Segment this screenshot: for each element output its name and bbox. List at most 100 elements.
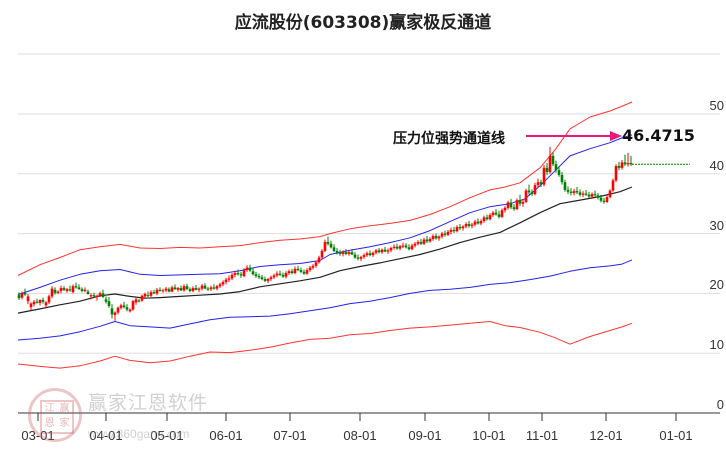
candle [176, 286, 180, 292]
candle [101, 289, 105, 299]
candle [497, 210, 501, 219]
candle [167, 287, 171, 293]
channel-inner_lower [17, 259, 633, 341]
candle [290, 268, 294, 275]
candle [227, 275, 231, 283]
candle [383, 246, 387, 253]
candle [251, 268, 255, 276]
candle [395, 243, 399, 250]
candle [128, 308, 132, 313]
candle [302, 269, 306, 275]
candle-body [293, 268, 297, 274]
candle [191, 286, 195, 293]
candle-body [524, 190, 528, 202]
candle [584, 189, 588, 196]
candle-body [62, 288, 66, 290]
candle-body [533, 185, 537, 195]
candle [35, 298, 39, 304]
candle-body [53, 289, 57, 293]
x-tick-label: 12-01 [589, 428, 623, 443]
candle [62, 286, 66, 292]
candle [233, 270, 237, 278]
candle-body [92, 295, 96, 297]
candle [68, 285, 72, 292]
candle-body [230, 274, 234, 279]
candle-body [152, 292, 156, 294]
annotation-label: 压力位强势通道线 [393, 131, 505, 147]
candle [470, 222, 474, 229]
candle-body [392, 246, 396, 248]
candle [230, 273, 234, 281]
candle-body [617, 166, 621, 168]
candle-body [464, 224, 468, 227]
candle-body [113, 312, 117, 315]
candle [542, 164, 546, 187]
chart-title: 应流股份(603308)赢家极反通道 [234, 13, 492, 33]
candle [320, 249, 324, 260]
candle [146, 291, 150, 297]
candle-body [167, 289, 171, 292]
candle [608, 189, 612, 199]
candle [329, 240, 333, 249]
candle-body [485, 217, 489, 220]
candle-body [17, 295, 21, 299]
candle-body [587, 194, 591, 197]
candle-body [323, 241, 327, 251]
candle-body [101, 293, 105, 297]
candle-body [344, 252, 348, 254]
candle-body [563, 182, 567, 190]
candle [455, 225, 459, 233]
candle [44, 301, 48, 308]
candle-body [503, 207, 507, 211]
channel-lines [17, 101, 633, 369]
candle-body [446, 231, 450, 235]
candle-body [158, 289, 162, 292]
candle-body [554, 164, 558, 171]
candle [119, 303, 123, 310]
candle-body [437, 236, 441, 239]
candle [533, 182, 537, 196]
candle [218, 282, 222, 289]
candle [467, 221, 471, 228]
candle-body [614, 166, 618, 181]
candle [545, 163, 549, 175]
candle [50, 286, 54, 299]
candle [65, 288, 69, 293]
candle [557, 167, 561, 177]
candle [38, 299, 42, 306]
candle-body [527, 190, 531, 193]
candle-body [497, 214, 501, 217]
candle-body [581, 193, 585, 195]
candle-body [32, 301, 36, 305]
candle [80, 287, 84, 293]
candle-body [428, 238, 432, 242]
candle-body [131, 301, 135, 310]
annotation-arrow-icon [526, 131, 622, 141]
candle [23, 288, 27, 296]
candle-body [44, 302, 48, 306]
candle-body [338, 252, 342, 254]
candle-body [275, 273, 279, 276]
candle-body [254, 274, 258, 277]
candle [254, 271, 258, 278]
watermark-logo-char: 恩 [44, 418, 55, 429]
candle [248, 264, 252, 272]
candle [446, 230, 450, 236]
candle [485, 214, 489, 221]
candle-body [560, 174, 564, 183]
candle [305, 268, 309, 275]
candle-body [620, 162, 624, 168]
candle [113, 311, 117, 321]
candle [575, 186, 579, 195]
x-tick-label: 10-01 [472, 428, 506, 443]
candle [107, 296, 111, 308]
candle [416, 240, 420, 246]
candle [53, 287, 57, 295]
candle-body [350, 252, 354, 255]
candle [158, 287, 162, 292]
candle [257, 273, 261, 280]
watermark-url: www.360gann.com [88, 427, 190, 441]
candle-body [362, 255, 366, 257]
candle [284, 271, 288, 279]
candle [380, 248, 384, 254]
